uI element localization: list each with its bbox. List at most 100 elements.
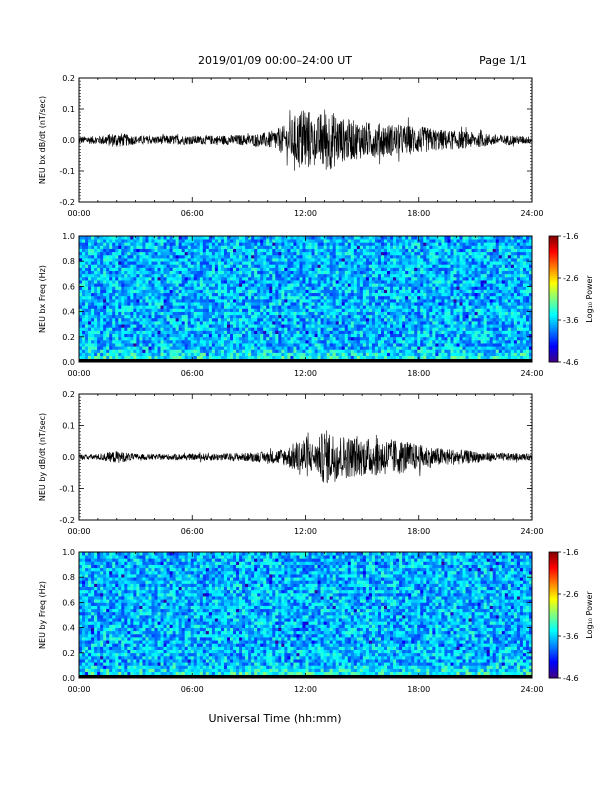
spectrogram-cell [82,308,86,312]
spectrogram-cell [142,236,146,240]
spectrogram-cell [417,283,421,287]
spectrogram-cell [323,254,327,259]
spectrogram-cell [184,302,189,306]
spectrogram-cell [175,330,180,334]
spectrogram-cell [393,349,397,353]
spectrogram-cell [148,236,152,240]
spectrogram-cell [196,258,201,262]
spectrogram-cell [432,283,436,287]
spectrogram-cell [239,261,243,265]
spectrogram-cell [91,251,95,256]
spectrogram-cell [317,280,321,284]
spectrogram-cell [296,336,300,341]
spectrogram-cell [136,321,140,325]
spectrogram-cell [281,239,285,243]
spectrogram-cell [199,349,204,353]
spectrogram-cell [429,349,433,353]
y-axis-label: NEU bx dB/dt (nT/sec) [38,96,47,184]
spectrogram-cell [223,336,228,341]
spectrogram-cell [196,248,201,253]
spectrogram-cell [429,314,433,319]
spectrogram-cell [190,289,195,294]
spectrogram-cell [217,352,222,357]
spectrogram-cell [441,273,445,278]
spectrogram-cell [399,267,403,271]
spectrogram-cell [408,336,412,341]
spectrogram-cell [426,336,430,341]
spectrogram-cell [121,276,125,281]
spectrogram-cell [181,283,186,287]
spectrogram-cell [423,267,427,271]
spectrogram-cell [172,295,176,300]
spectrogram-cell [239,302,243,306]
spectrogram-cell [214,261,219,265]
spectrogram-cell [371,330,376,334]
spectrogram-cell [353,267,358,271]
spectrogram-cell [323,305,327,309]
spectrogram-cell [94,264,98,268]
spectrogram-cell [275,336,279,341]
spectrogram-cell [184,321,189,325]
spectrogram-cell [115,267,119,271]
spectrogram-cell [211,355,216,360]
spectrogram-cell [97,317,101,322]
spectrogram-cell [127,305,131,309]
spectrogram-cell [112,286,116,290]
spectrogram-cell [335,324,340,328]
spectrogram-cell [362,355,367,360]
spectrogram-cell [263,270,267,275]
spectrogram-cell [109,308,113,312]
spectrogram-cell [338,239,343,243]
spectrogram-cell [133,239,137,243]
spectrogram-cell [314,261,318,265]
spectrogram-cell [299,302,303,306]
spectrogram-cell [441,352,445,357]
spectrogram-cell [390,242,394,246]
spectrogram-cell [359,267,364,271]
spectrogram-cell [414,245,418,249]
spectrogram-cell [109,239,113,243]
spectrogram-cell [441,292,445,297]
spectrogram-cell [287,355,291,360]
spectrogram-cell [435,295,439,300]
spectrogram-cell [181,305,186,309]
spectrogram-cell [362,333,367,338]
spectrogram-cell [151,355,155,360]
spectrogram-cell [365,343,370,347]
spectrogram-cell [106,251,110,256]
spectrogram-cell [275,267,279,271]
spectrogram-cell [420,258,424,262]
spectrogram-cell [148,270,152,275]
spectrogram-cell [85,239,89,243]
spectrogram-cell [396,245,400,249]
spectrogram-cell [429,286,433,290]
spectrogram-cell [100,327,104,331]
spectrogram-cell [302,295,306,300]
spectrogram-cell [254,289,258,294]
spectrogram-cell [260,327,264,331]
spectrogram-cell [341,302,346,306]
spectrogram-cell [314,273,318,278]
spectrogram-cell [396,305,400,309]
spectrogram-cell [260,280,264,284]
spectrogram-cell [356,324,361,328]
spectrogram-cell [166,242,170,246]
spectrogram-cell [103,311,107,316]
spectrogram-cell [109,295,113,300]
spectrogram-cell [79,258,83,262]
spectrogram-cell [85,264,89,268]
spectrogram-cell [115,299,119,303]
spectrogram-cell [202,292,207,297]
spectrogram-cell [290,321,294,325]
spectrogram-cell [284,258,288,262]
spectrogram-cell [260,276,264,281]
spectrogram-cell [217,349,222,353]
spectrogram-cell [332,346,337,350]
spectrogram-cell [193,343,198,347]
spectrogram-cell [94,286,98,290]
spectrogram-cell [390,258,394,262]
spectrogram-cell [190,254,195,259]
spectrogram-cell [290,311,294,316]
spectrogram-cell [172,261,176,265]
spectrogram-cell [278,311,282,316]
